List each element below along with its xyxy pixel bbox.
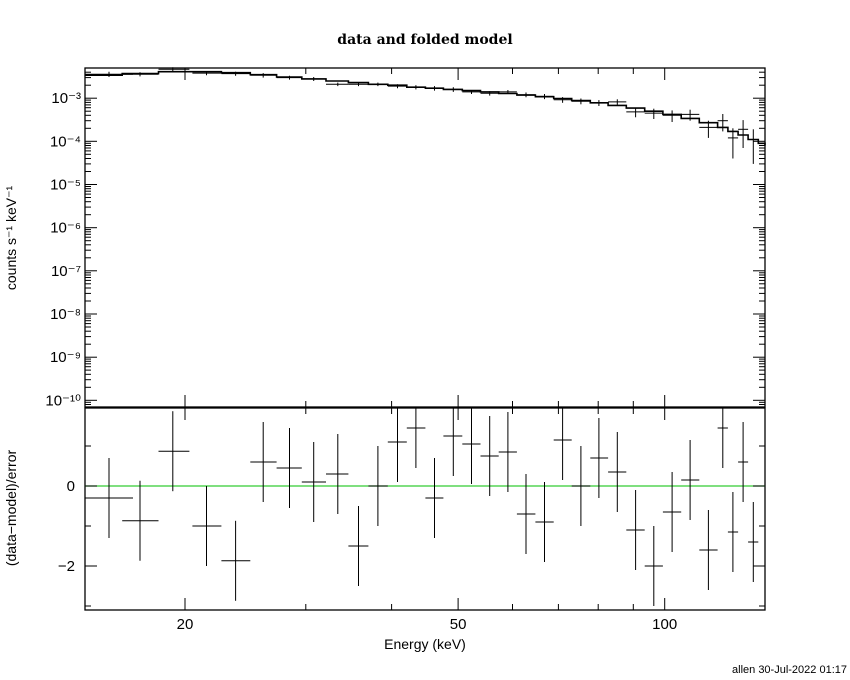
data-point: [644, 108, 663, 119]
x-tick-label: 100: [652, 616, 677, 633]
residual-point: [608, 432, 627, 512]
residual-point: [406, 408, 426, 468]
top-panel-frame: [84, 67, 766, 408]
residual-point: [443, 408, 463, 476]
y-tick-label: 10⁻⁴: [50, 133, 81, 150]
residual-point: [516, 474, 536, 554]
residual-point: [535, 482, 554, 562]
data-point: [326, 82, 349, 87]
data-point: [608, 99, 627, 105]
x-tick-label: 20: [177, 616, 194, 633]
y-tick-label: 10⁻⁵: [50, 177, 81, 194]
residual-point: [221, 520, 251, 601]
y-tick-label: 10⁻⁹: [50, 349, 81, 366]
residual-point: [462, 408, 481, 484]
residual-point: [590, 418, 609, 498]
x-axis-label: Energy (keV): [384, 636, 466, 652]
model-step-line: [85, 70, 766, 146]
residual-point: [425, 458, 444, 538]
residual-point: [681, 440, 700, 520]
data-point: [662, 110, 682, 122]
residual-point: [644, 526, 663, 606]
y-axis-label-bottom: (data−model)/error: [3, 449, 19, 566]
y-tick-label: 10⁻⁸: [50, 306, 81, 323]
residual-point: [387, 408, 407, 482]
residual-point: [122, 480, 159, 561]
y-tick-label: 10⁻⁷: [51, 263, 81, 280]
data-point: [738, 120, 749, 148]
residuals-panel: 0 −2 20 50 100: [58, 407, 766, 633]
residual-point: [480, 416, 499, 496]
spectrum-panel: 10⁻³ 10⁻⁴ 10⁻⁵ 10⁻⁶ 10⁻⁷ 10⁻⁸ 10⁻⁹ 10⁻¹⁰: [45, 67, 766, 409]
chart-title: data and folded model: [337, 32, 512, 48]
data-point: [727, 128, 739, 159]
residual-point: [250, 422, 277, 502]
y-tick-label: 0: [67, 478, 75, 495]
residual-point: [301, 442, 326, 522]
y-tick-label: 10⁻⁶: [50, 220, 81, 237]
data-point: [158, 67, 190, 72]
residual-point: [158, 411, 190, 492]
residual-point: [498, 412, 517, 492]
residual-point: [717, 408, 728, 468]
residual-point: [192, 486, 222, 566]
y-tick-label: 10⁻³: [51, 90, 81, 107]
residual-point: [553, 408, 572, 480]
y-tick-label: 10⁻¹⁰: [45, 392, 81, 409]
bottom-panel-frame: [84, 407, 766, 611]
data-point: [748, 129, 759, 164]
y-axis-label-top: counts s⁻¹ keV⁻¹: [3, 186, 19, 291]
residual-point: [738, 422, 749, 502]
residual-point: [626, 490, 645, 570]
data-point: [699, 120, 718, 138]
footer-timestamp: allen 30-Jul-2022 01:17: [732, 664, 847, 676]
residual-point: [368, 446, 388, 526]
data-point: [626, 107, 645, 118]
residual-point: [748, 502, 759, 582]
residual-point: [85, 458, 133, 538]
y-tick-label: −2: [58, 558, 75, 575]
residual-point: [662, 472, 682, 552]
residual-point: [348, 506, 369, 586]
residual-point: [699, 510, 718, 590]
residual-point: [571, 446, 591, 526]
residual-point: [727, 492, 739, 572]
residual-point: [276, 428, 302, 508]
x-tick-label: 50: [450, 616, 467, 633]
data-point: [717, 114, 728, 132]
residual-point: [326, 434, 349, 514]
